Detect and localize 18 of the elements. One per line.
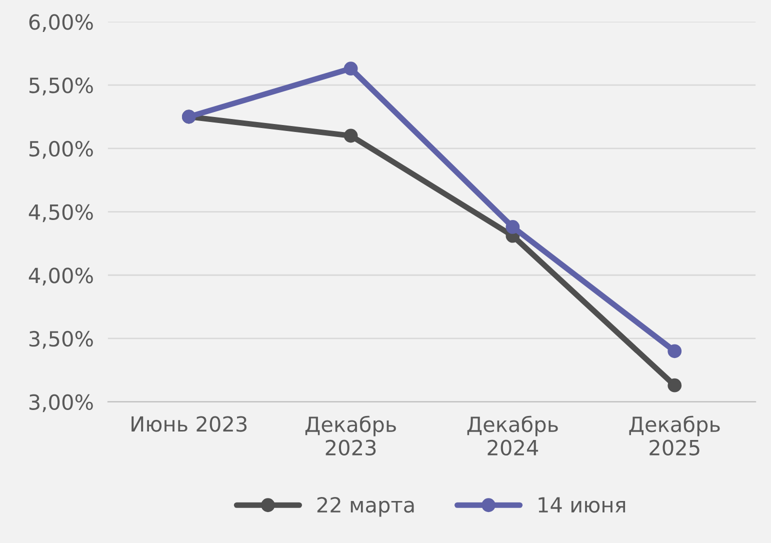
point (506, 220, 520, 234)
y-tick-label: 6,00% (29, 14, 93, 32)
x-tick-label: Декабрь 2025 (629, 416, 720, 456)
point (668, 378, 682, 392)
x-tick-label: Июнь 2023 (132, 416, 247, 432)
y-tick-label: 3,50% (29, 330, 93, 349)
legend-label: 22 марта (317, 496, 414, 517)
legend-label: 14 июня (538, 497, 626, 513)
y-tick-label: 4,00% (28, 268, 93, 286)
y-tick-label: 4,50% (28, 204, 93, 222)
point (668, 344, 682, 358)
y-tick-label: 5,50% (29, 78, 93, 96)
y-tick-label: 3,00% (29, 394, 93, 412)
x-tick-label: Декабрь 2023 (305, 416, 396, 456)
y-tick-label: 5,00% (29, 140, 93, 159)
point (344, 128, 358, 143)
point (344, 62, 358, 76)
x-tick-label: Декабрь 2024 (467, 416, 558, 456)
